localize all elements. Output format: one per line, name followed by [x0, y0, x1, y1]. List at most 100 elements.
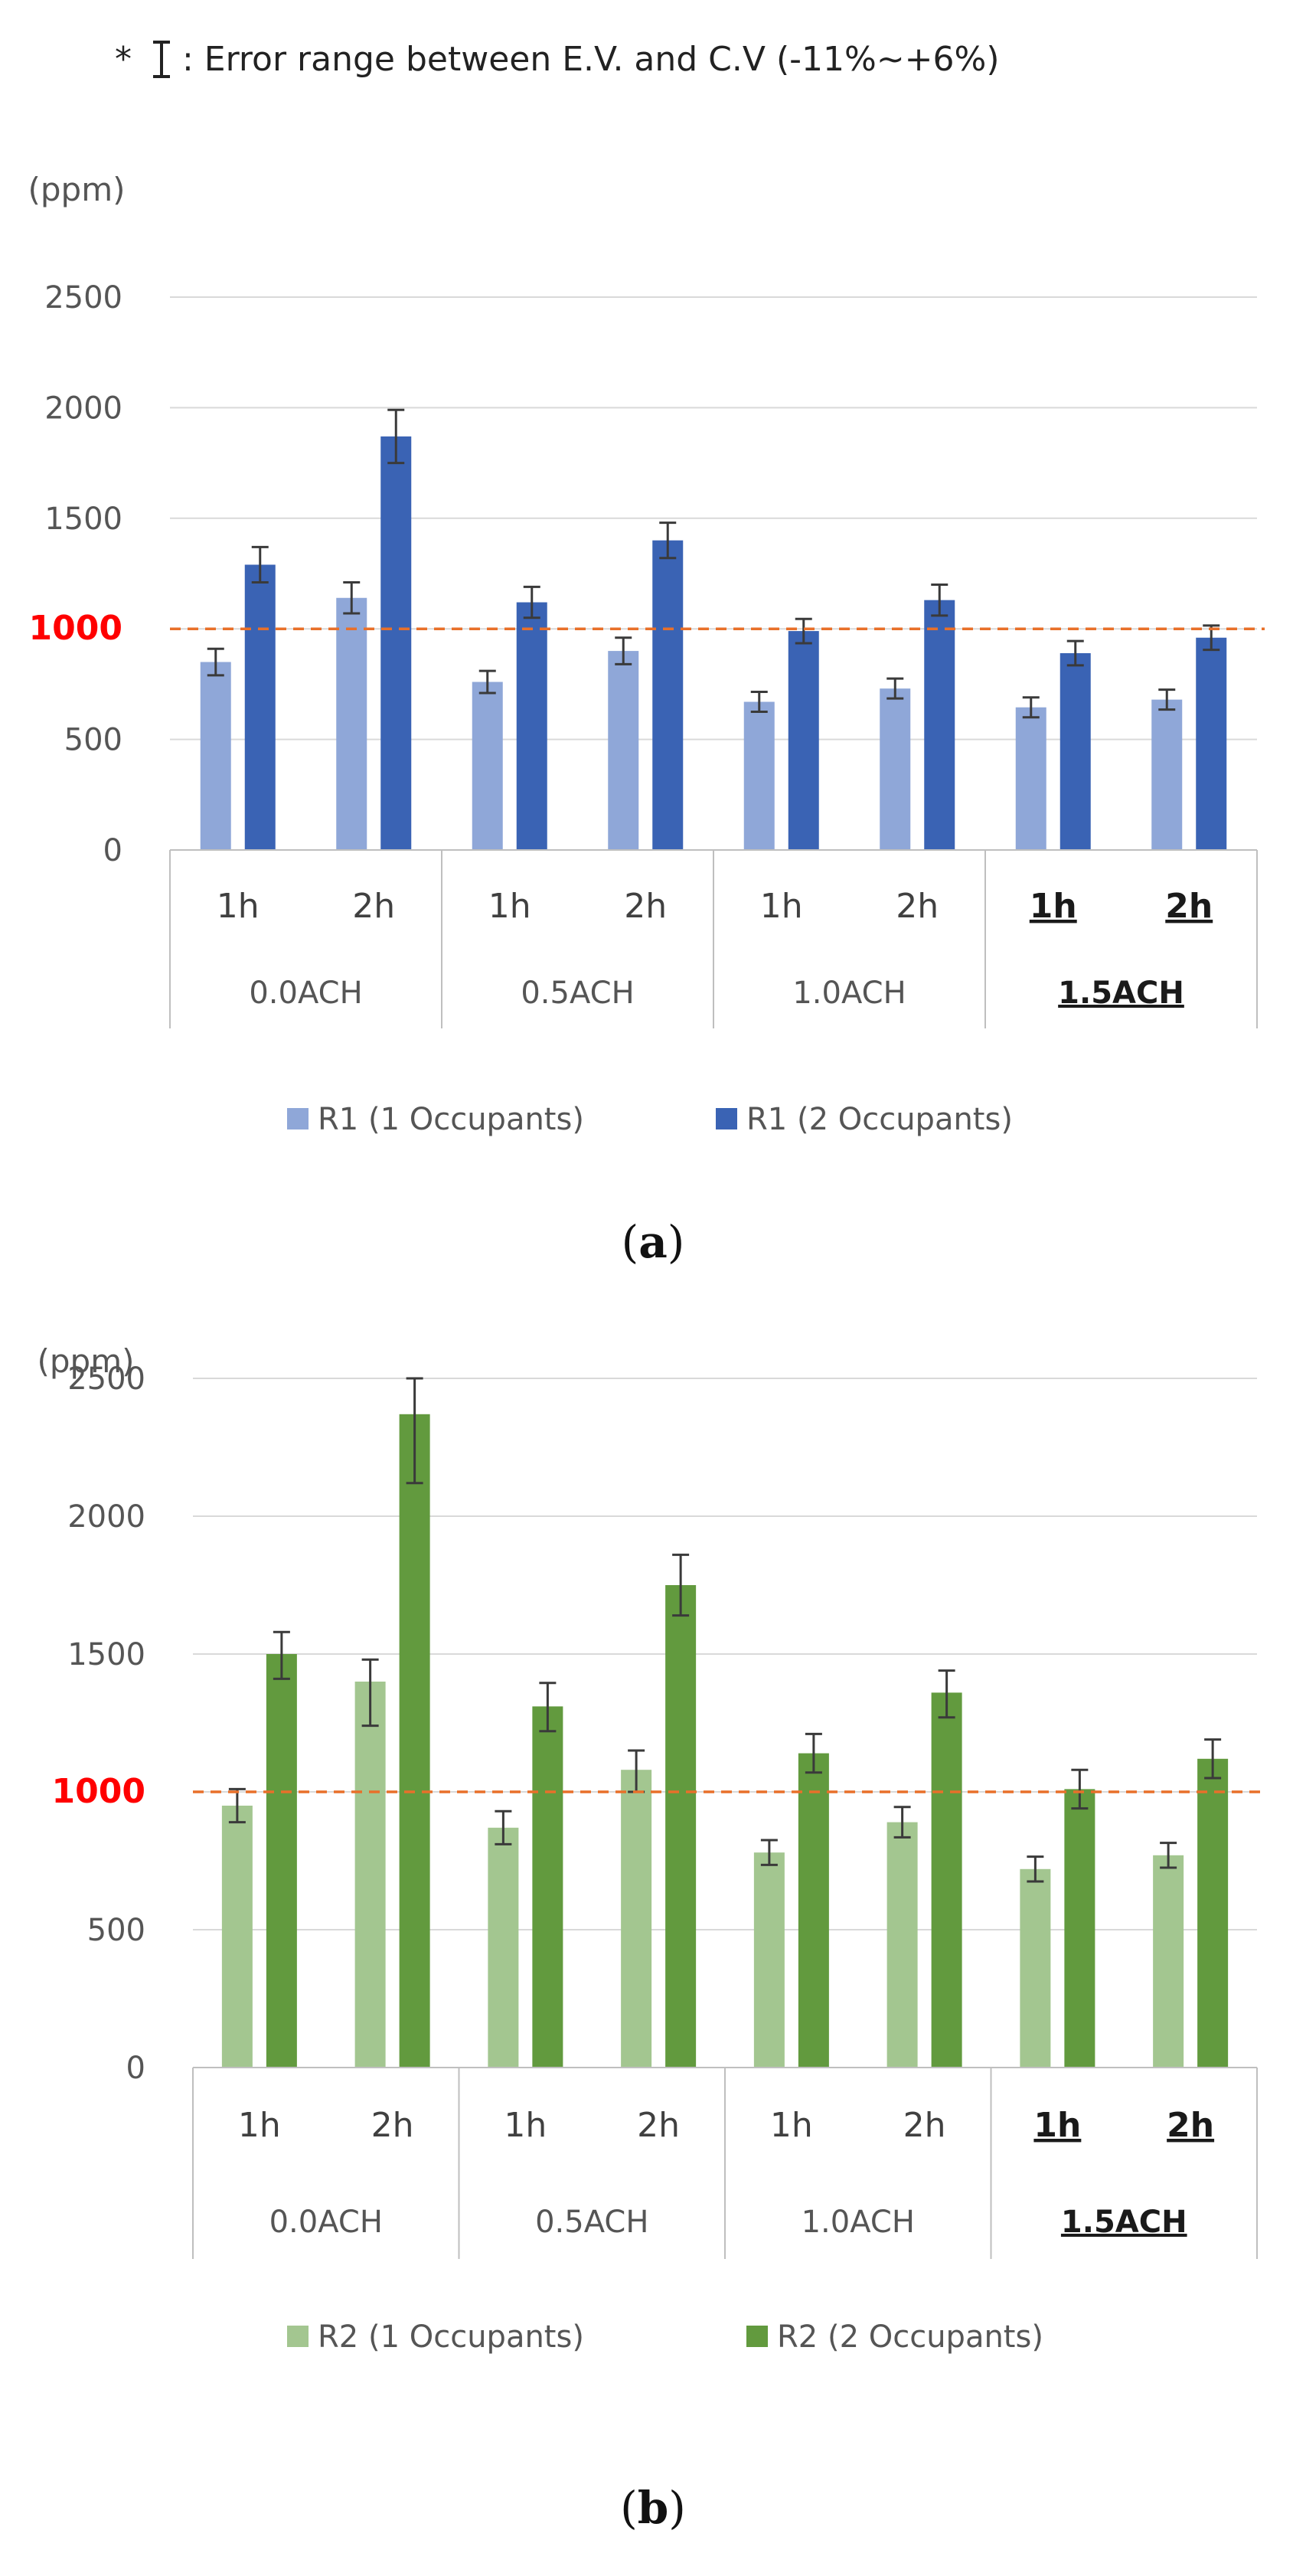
y-tick-label: 0	[103, 833, 122, 868]
y-axis-unit: (ppm)	[28, 171, 125, 208]
bar-one-occupant	[200, 662, 231, 850]
caption-close-paren: )	[668, 1216, 685, 1268]
error-bar	[931, 583, 948, 617]
bar-one-occupant	[621, 1770, 652, 2068]
x-group-label: 1.5ACH	[1061, 2205, 1187, 2240]
error-bar	[387, 408, 405, 465]
legend-swatch	[746, 2326, 768, 2347]
note-asterisk: *	[115, 40, 132, 79]
error-bar	[228, 1787, 246, 1824]
x-tick-label: 2h	[637, 2106, 680, 2145]
bar-one-occupant	[886, 1822, 918, 2068]
x-group-label: 0.5ACH	[521, 976, 634, 1011]
bar-two-occupants	[532, 1706, 563, 2068]
y-tick-label: 500	[87, 1913, 145, 1948]
bar-two-occupants	[266, 1654, 297, 2068]
error-bar	[1066, 639, 1084, 667]
bar-two-occupants	[244, 564, 276, 850]
x-group-label: 1.0ACH	[802, 2205, 915, 2240]
x-tick-label: 1h	[770, 2106, 813, 2145]
bar-two-occupants	[380, 436, 412, 850]
bar-one-occupant	[608, 651, 639, 850]
error-bar	[615, 636, 632, 665]
legend-label: R1 (2 Occupants)	[746, 1102, 1013, 1137]
error-bar	[1022, 696, 1040, 719]
bar-one-occupant	[880, 688, 911, 850]
x-group-label: 0.0ACH	[249, 976, 362, 1011]
x-tick-label: 1h	[504, 2106, 547, 2145]
error-bar	[805, 1732, 822, 1774]
x-tick-label: 2h	[371, 2106, 414, 2145]
x-tick-label: 2h	[352, 887, 395, 926]
bar-two-occupants	[1197, 1758, 1229, 2068]
bar-two-occupants	[516, 602, 547, 850]
y-tick-label-reference: 1000	[52, 1772, 145, 1811]
bar-two-occupants	[788, 631, 819, 850]
error-bar	[406, 1377, 423, 1485]
x-tick-label: 2h	[903, 2106, 946, 2145]
bar-two-occupants	[1064, 1789, 1095, 2068]
error-bar	[760, 1839, 778, 1866]
note-text: : Error range between E.V. and C.V (-11%…	[182, 40, 1000, 79]
x-tick-label: 1h	[760, 887, 803, 926]
figure-caption: (b)	[620, 2482, 686, 2534]
legend-swatch	[287, 1108, 309, 1129]
legend-label: R1 (1 Occupants)	[318, 1102, 584, 1137]
bar-one-occupant	[743, 701, 775, 850]
x-tick-label: 1h	[238, 2106, 281, 2145]
bar-two-occupants	[1059, 652, 1091, 850]
x-group-label: 1.5ACH	[1058, 976, 1184, 1011]
caption-open-paren: (	[622, 1216, 639, 1268]
error-bar	[659, 521, 677, 560]
error-bar	[672, 1553, 690, 1617]
error-bar	[1158, 688, 1176, 711]
bar-one-occupant	[1151, 699, 1183, 850]
x-tick-label: 1h	[1033, 2106, 1081, 2145]
y-tick-label: 0	[126, 2051, 145, 2086]
bar-one-occupant	[753, 1852, 785, 2068]
legend-label: R2 (1 Occupants)	[318, 2319, 584, 2355]
error-bar	[795, 617, 812, 645]
y-tick-label: 2000	[44, 391, 122, 426]
bar-two-occupants	[652, 540, 684, 850]
y-tick-label: 2500	[44, 280, 122, 315]
x-tick-label: 1h	[217, 887, 260, 926]
x-tick-label: 1h	[1030, 887, 1077, 926]
bar-one-occupant	[1015, 707, 1046, 850]
bar-one-occupant	[221, 1806, 253, 2068]
error-bar	[1071, 1768, 1089, 1810]
error-bar	[1160, 1842, 1177, 1869]
bar-two-occupants	[924, 600, 955, 850]
error-range-note: * : Error range between E.V. and C.V (-1…	[115, 40, 1000, 79]
caption-open-paren: (	[620, 2482, 638, 2534]
y-tick-label-reference: 1000	[29, 609, 122, 648]
x-group-label: 0.0ACH	[269, 2205, 383, 2240]
x-group-label: 1.0ACH	[792, 976, 906, 1011]
error-bar-glyph-icon	[153, 41, 170, 78]
bar-two-occupants	[798, 1753, 829, 2068]
error-bar	[938, 1669, 955, 1719]
y-tick-label: 500	[64, 723, 122, 758]
bar-two-occupants	[931, 1692, 962, 2068]
y-tick-label: 2000	[67, 1499, 145, 1535]
chart-b: 0 500 1000 1500 2000 2500(ppm) 1h 2h 1h 2h 1h 2h 1h 2…	[37, 1342, 1265, 2534]
error-bar	[273, 1630, 290, 1680]
y-axis-unit: (ppm)	[37, 1342, 134, 1380]
error-bar	[1204, 1738, 1222, 1780]
caption-letter: a	[638, 1216, 668, 1268]
legend-label: R2 (2 Occupants)	[777, 2319, 1043, 2355]
bar-two-occupants	[399, 1414, 430, 2068]
y-tick-label: 1500	[67, 1637, 145, 1672]
error-bar	[361, 1658, 379, 1728]
x-tick-label: 2h	[624, 887, 667, 926]
error-bar	[478, 669, 496, 695]
caption-letter: b	[638, 2482, 669, 2534]
error-bar	[523, 585, 540, 619]
y-tick-label: 2500	[67, 1362, 145, 1397]
error-bar	[207, 647, 224, 677]
bar-two-occupants	[665, 1585, 697, 2068]
caption-close-paren: )	[668, 2482, 686, 2534]
x-group-label: 0.5ACH	[535, 2205, 648, 2240]
legend-swatch	[287, 2326, 309, 2347]
error-bar	[886, 677, 904, 700]
